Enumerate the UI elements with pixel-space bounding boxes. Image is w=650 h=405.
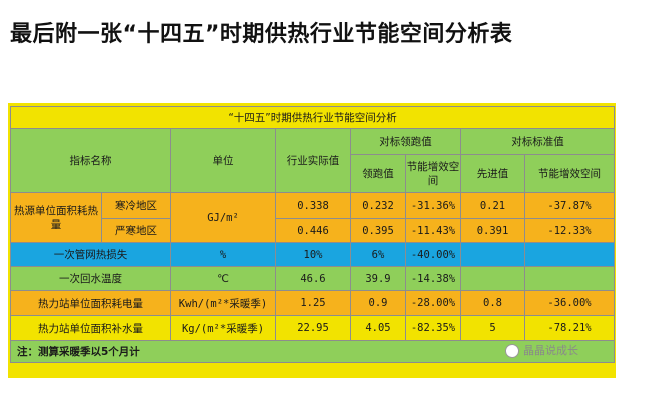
actual-cell: 0.338 (275, 192, 351, 219)
row-name: 一次回水温度 (10, 266, 171, 291)
row-name: 热力站单位面积耗电量 (10, 290, 171, 316)
leading-cell: 0.395 (350, 218, 406, 243)
unit-cell: Kg/(m²*采暖季) (170, 315, 276, 341)
watermark: 晶晶说成长 (505, 342, 578, 358)
heat-source-name: 热源单位面积耗热量 (10, 192, 102, 243)
advanced-gap-cell: -36.00% (523, 290, 616, 316)
table-row: 严寒地区 0.446 0.395 -11.43% 0.391 -12.33% (11, 218, 616, 243)
advanced-cell (460, 242, 525, 267)
advanced-cell: 0.391 (460, 218, 525, 243)
row-name: 热力站单位面积补水量 (10, 315, 171, 341)
leading-gap-cell: -11.43% (405, 218, 461, 243)
advanced-gap-cell: -78.21% (523, 315, 616, 341)
actual-cell: 10% (275, 242, 351, 267)
unit-cell: ℃ (170, 266, 276, 291)
actual-cell: 1.25 (275, 290, 351, 316)
region-cell: 严寒地区 (101, 218, 171, 243)
table-title: “十四五”时期供热行业节能空间分析 (9, 106, 616, 129)
watermark-text: 晶晶说成长 (523, 344, 578, 357)
leading-gap-cell: -31.36% (405, 192, 461, 219)
table-row: 热力站单位面积补水量 Kg/(m²*采暖季) 22.95 4.05 -82.35… (10, 315, 616, 341)
header-leading-group: 对标领跑值 (350, 128, 461, 155)
leading-cell: 0.232 (350, 192, 406, 219)
header-leading-potential: 节能增效空间 (405, 154, 461, 193)
leading-gap-cell: -40.00% (405, 242, 461, 267)
actual-cell: 46.6 (275, 266, 351, 291)
table-note: 注：测算采暖季以5个月计 (9, 340, 616, 363)
header-benchmark-potential: 节能增效空间 (523, 154, 616, 193)
advanced-cell: 5 (460, 315, 525, 341)
header-unit: 单位 (170, 128, 276, 193)
leading-gap-cell: -28.00% (405, 290, 461, 316)
leading-gap-cell: -82.35% (405, 315, 461, 341)
table-row: 一次回水温度 ℃ 46.6 39.9 -14.38% (10, 266, 616, 291)
unit-cell: Kwh/(m²*采暖季) (170, 290, 276, 316)
header-indicator: 指标名称 (10, 128, 171, 193)
advanced-gap-cell: -12.33% (523, 218, 616, 243)
header-advanced-value: 先进值 (460, 154, 525, 193)
table-row: 一次管网热损失 % 10% 6% -40.00% (10, 242, 616, 267)
table-row: 热力站单位面积耗电量 Kwh/(m²*采暖季) 1.25 0.9 -28.00%… (10, 290, 616, 316)
leading-cell: 0.9 (350, 290, 406, 316)
page-heading: 最后附一张“十四五”时期供热行业节能空间分析表 (10, 22, 513, 47)
region-cell: 寒冷地区 (101, 192, 171, 219)
advanced-gap-cell (523, 266, 616, 291)
header-leading-value: 领跑值 (350, 154, 406, 193)
leading-gap-cell: -14.38% (405, 266, 461, 291)
heat-source-unit: GJ/m² (170, 192, 276, 243)
leading-cell: 6% (350, 242, 406, 267)
advanced-cell (460, 266, 525, 291)
header-benchmark-group: 对标标准值 (459, 128, 616, 155)
actual-cell: 0.446 (275, 218, 351, 243)
advanced-cell: 0.8 (460, 290, 525, 316)
header-actual: 行业实际值 (275, 128, 351, 193)
leading-cell: 4.05 (350, 315, 406, 341)
actual-cell: 22.95 (275, 315, 351, 341)
advanced-cell: 0.21 (460, 192, 525, 219)
table-row: 热源单位面积耗热量 寒冷地区 GJ/m² 0.338 0.232 -31.36%… (10, 192, 616, 243)
advanced-gap-cell (523, 242, 616, 267)
advanced-gap-cell: -37.87% (523, 192, 616, 219)
energy-saving-table: “十四五”时期供热行业节能空间分析 指标名称 单位 行业实际值 对标领跑值 对标… (9, 106, 616, 363)
leading-cell: 39.9 (350, 266, 406, 291)
row-name: 一次管网热损失 (10, 242, 171, 267)
wechat-icon (505, 344, 519, 358)
unit-cell: % (170, 242, 276, 267)
